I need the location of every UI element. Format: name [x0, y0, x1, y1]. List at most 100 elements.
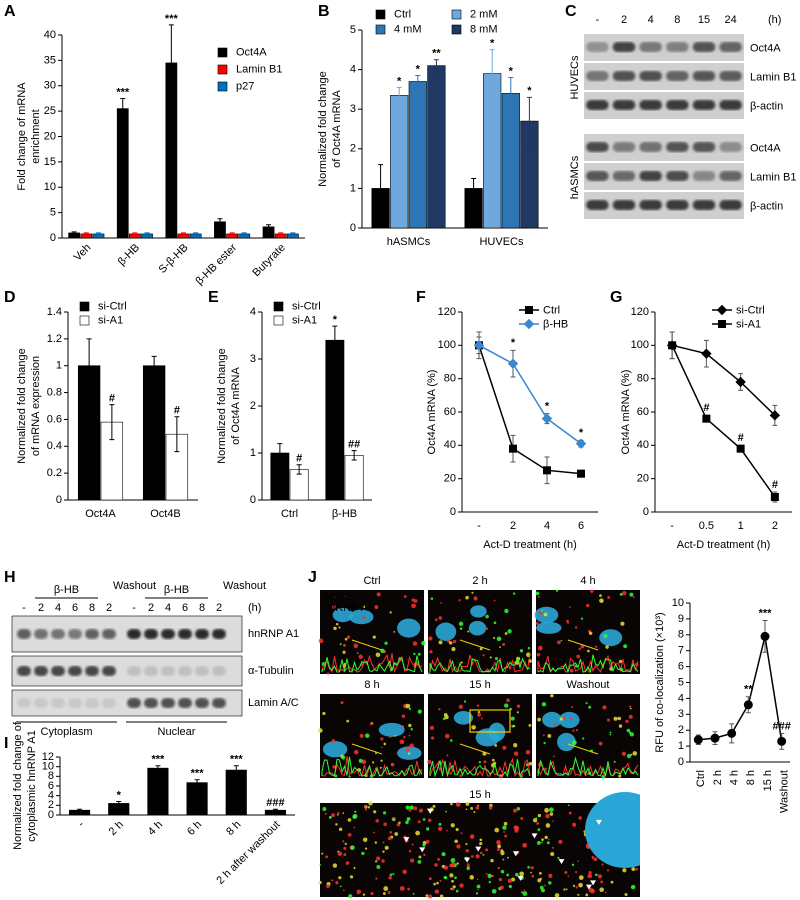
puncta	[548, 881, 552, 885]
marker	[693, 735, 703, 745]
puncta	[626, 753, 632, 759]
puncta	[394, 735, 396, 737]
puncta	[590, 888, 595, 894]
lane-label: 4	[165, 602, 171, 614]
puncta	[408, 808, 412, 812]
puncta	[399, 886, 405, 891]
y-tick-label: 35	[44, 54, 56, 66]
x-tick-label: 4 h	[729, 770, 741, 785]
puncta	[580, 617, 584, 620]
puncta	[503, 831, 506, 833]
puncta	[443, 875, 447, 880]
puncta	[485, 872, 488, 875]
puncta	[475, 892, 479, 895]
blot-band	[51, 698, 65, 708]
puncta	[476, 884, 481, 889]
puncta	[342, 889, 345, 892]
y-tick-label: 6	[48, 780, 54, 792]
puncta	[622, 590, 627, 596]
puncta	[544, 835, 548, 840]
y-tick-label: 3	[250, 353, 256, 365]
puncta	[493, 599, 496, 602]
marker	[769, 410, 781, 421]
puncta	[432, 804, 436, 808]
y-tick-label: 40	[637, 439, 649, 451]
puncta	[513, 751, 519, 756]
puncta	[422, 818, 426, 821]
puncta	[438, 640, 443, 645]
puncta	[496, 636, 502, 642]
blot-band	[195, 629, 209, 639]
lane-label: -	[595, 14, 599, 26]
y-tick-label: 3	[350, 103, 356, 115]
blot-band	[102, 698, 116, 708]
significance: *	[509, 65, 514, 77]
puncta	[545, 813, 550, 819]
row-label: Lamin B1	[750, 171, 796, 183]
blot-band	[666, 100, 689, 110]
lane-label: 4	[55, 602, 61, 614]
blot-band	[666, 142, 689, 152]
puncta	[516, 711, 519, 714]
puncta	[536, 840, 541, 845]
marker	[727, 728, 737, 738]
puncta	[375, 877, 378, 880]
error-bar	[508, 77, 514, 110]
marker	[760, 631, 770, 641]
puncta	[513, 592, 516, 595]
line	[698, 636, 783, 742]
arrowhead	[590, 880, 597, 886]
blot-band	[612, 42, 636, 52]
error-bar	[83, 232, 89, 236]
puncta	[438, 616, 443, 620]
puncta	[588, 631, 593, 635]
puncta	[324, 812, 327, 815]
puncta	[630, 707, 632, 710]
puncta	[626, 728, 631, 733]
puncta	[553, 755, 555, 758]
puncta	[541, 702, 547, 707]
intensity-profile	[537, 654, 639, 674]
puncta	[389, 873, 393, 877]
puncta	[520, 817, 524, 820]
blot-band	[68, 698, 82, 708]
puncta	[469, 834, 475, 839]
legend-swatch	[217, 64, 228, 75]
puncta	[538, 595, 541, 598]
puncta	[454, 839, 458, 844]
puncta	[451, 647, 456, 652]
puncta	[504, 608, 509, 614]
puncta	[407, 887, 411, 891]
puncta	[353, 826, 356, 829]
significance: **	[744, 684, 753, 696]
blot-strip	[584, 192, 744, 219]
blot-band	[161, 629, 175, 639]
lane-label: 2	[38, 602, 44, 614]
puncta	[549, 812, 554, 816]
blot-band	[127, 698, 141, 708]
puncta	[452, 885, 456, 889]
blot-band	[178, 629, 192, 639]
marker	[507, 358, 519, 369]
puncta	[476, 704, 480, 707]
puncta	[367, 806, 371, 809]
puncta	[389, 735, 392, 738]
legend-swatch	[375, 24, 386, 35]
puncta	[428, 672, 431, 675]
arrowhead	[419, 847, 426, 853]
puncta	[398, 821, 401, 824]
puncta	[428, 894, 433, 899]
puncta	[618, 774, 622, 778]
puncta	[458, 704, 463, 709]
error-bar	[489, 49, 495, 98]
puncta	[465, 595, 469, 600]
micrograph	[320, 803, 640, 897]
legend-label: si-Ctrl	[736, 304, 765, 316]
blot-band	[666, 171, 689, 181]
puncta	[456, 844, 461, 849]
puncta	[318, 728, 323, 733]
y-tick-label: 10	[42, 761, 54, 773]
puncta	[575, 886, 578, 889]
puncta	[428, 877, 432, 881]
puncta	[382, 841, 385, 844]
